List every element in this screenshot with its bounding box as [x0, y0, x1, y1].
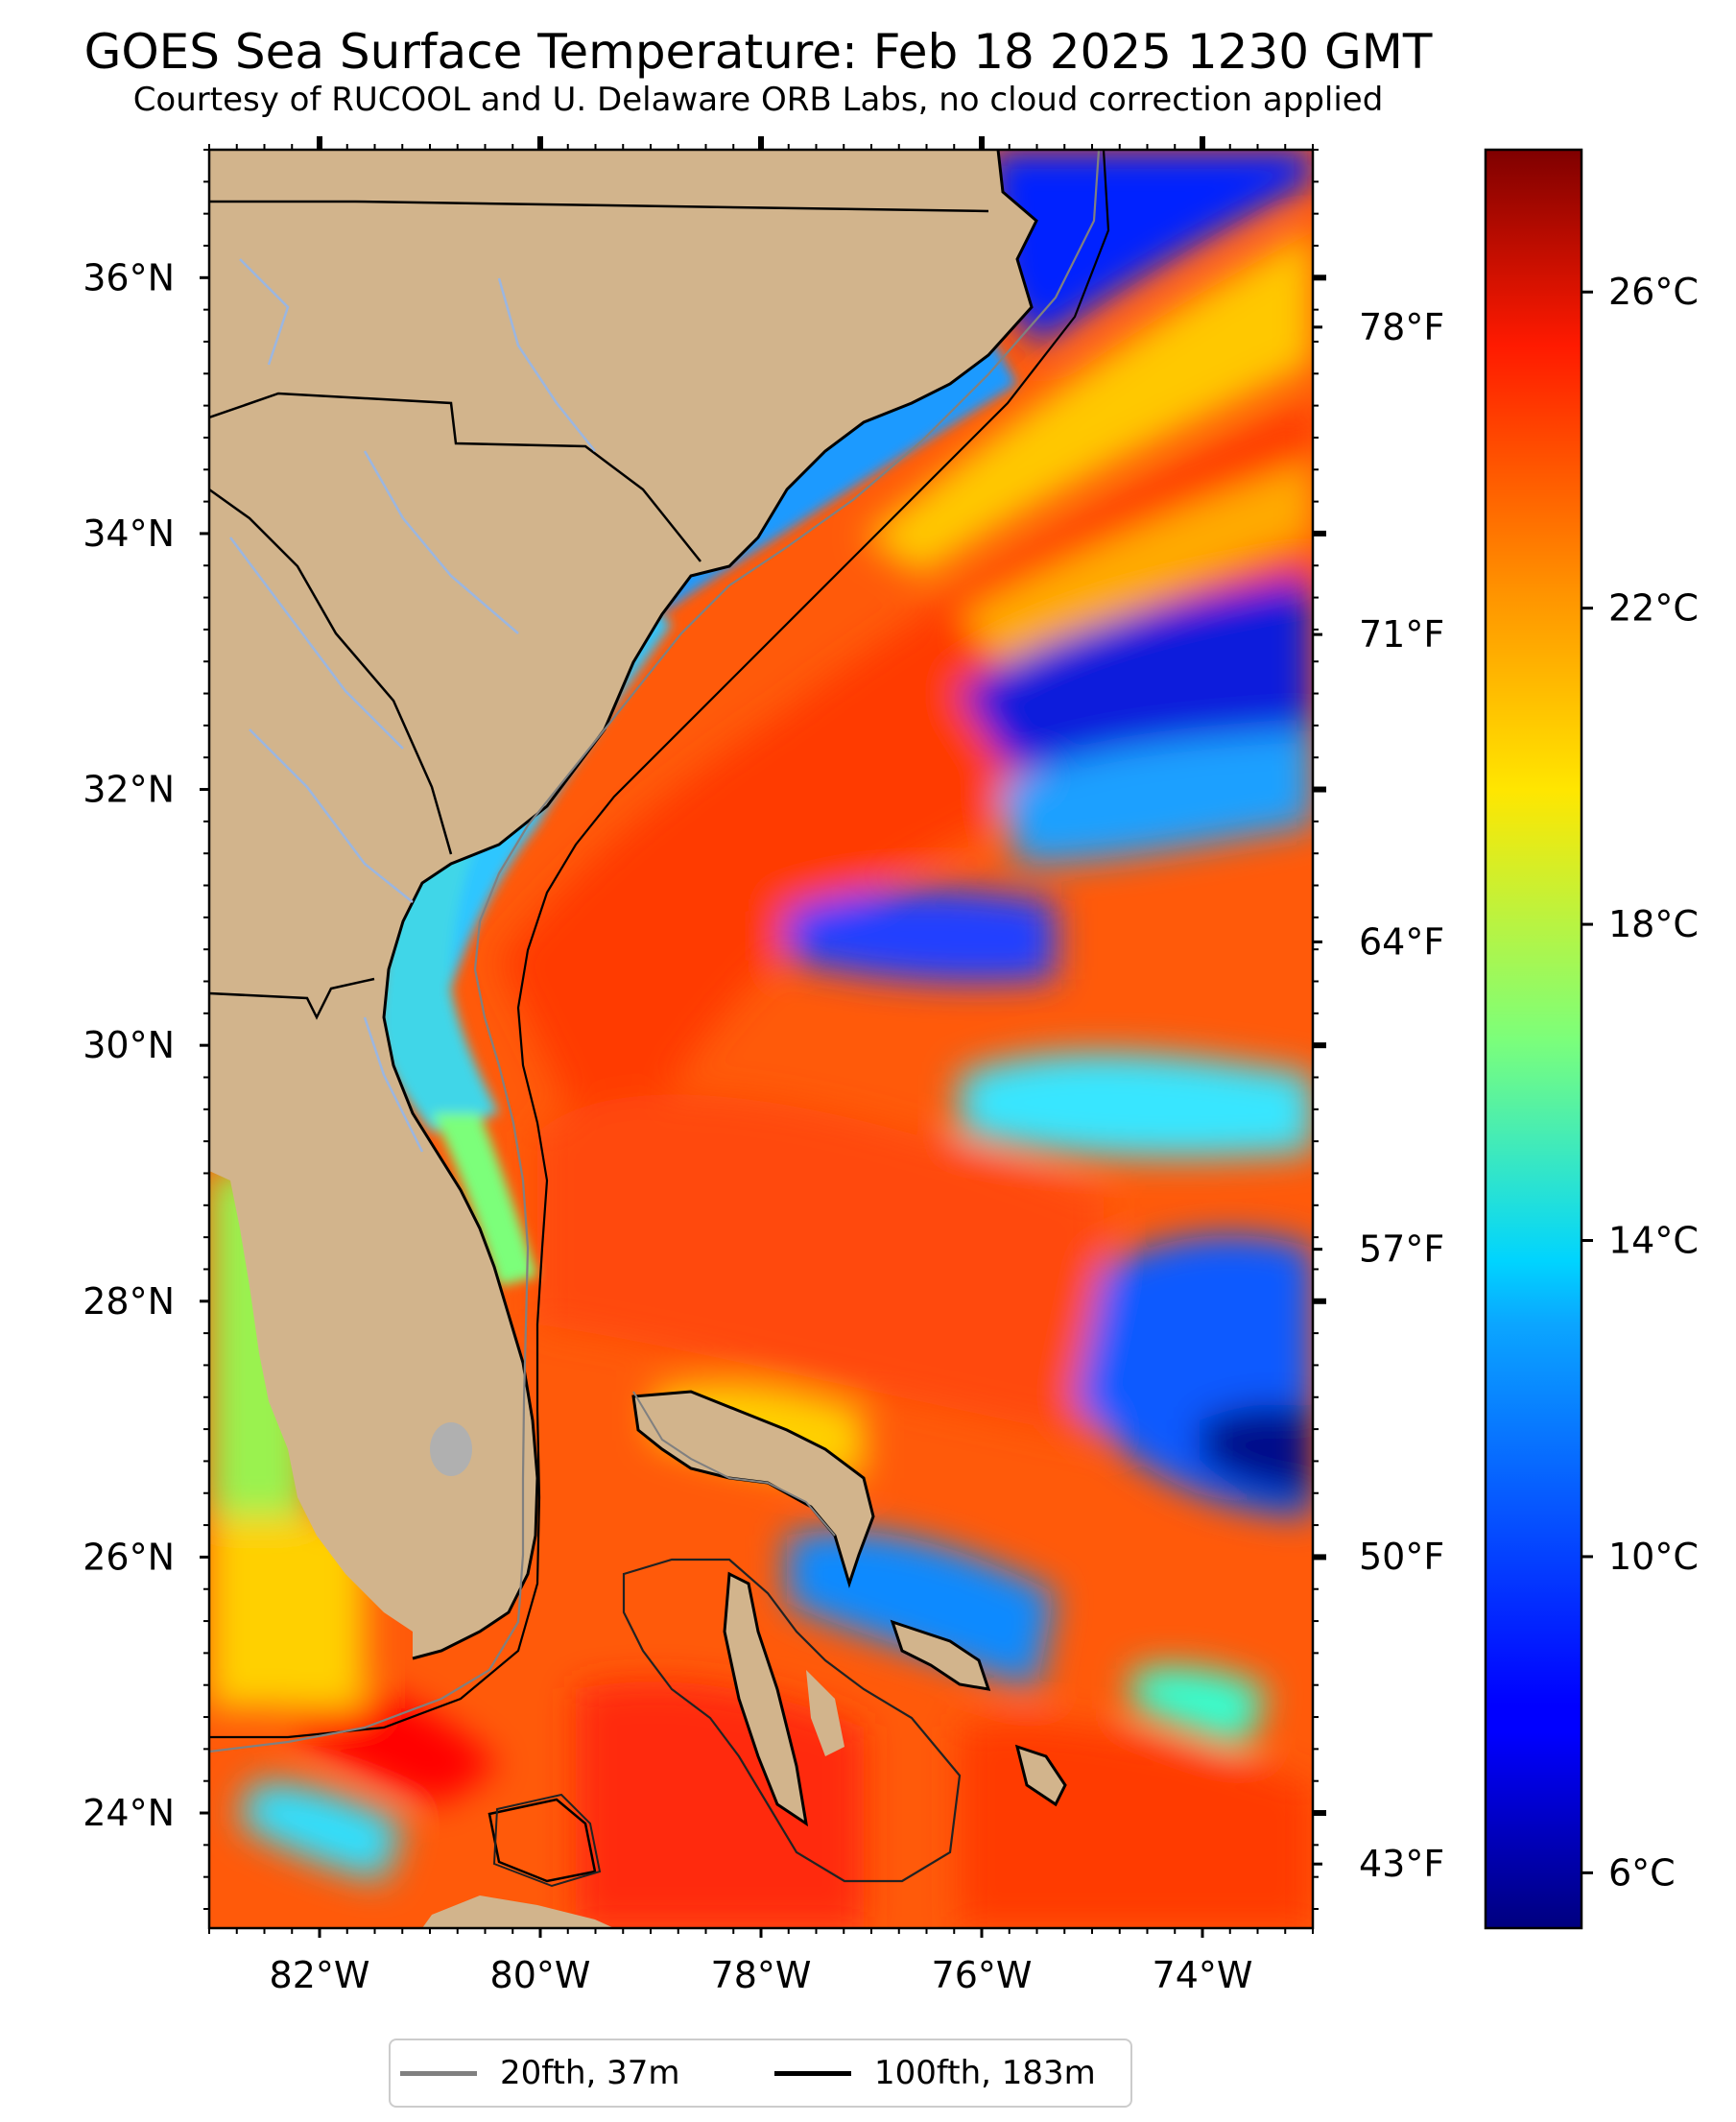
latitude-axis: 36°N 34°N 32°N 30°N 28°N 26°N 24°N — [83, 149, 1326, 1911]
legend-item-20fth: 20fth, 37m — [400, 2040, 680, 2106]
lat-tick-label: 26°N — [83, 1536, 175, 1578]
contour-legend: 20fth, 37m 100fth, 183m — [389, 2039, 1132, 2108]
fahrenheit-tick-label: 71°F — [1359, 613, 1444, 656]
colorbar-tick-label: 10°C — [1608, 1536, 1699, 1578]
fahrenheit-axis: 78°F 71°F 64°F 57°F 50°F 43°F — [1313, 306, 1444, 1885]
lat-tick-label: 30°N — [83, 1024, 175, 1066]
colorbar-axis: 26°C 22°C 18°C 14°C 10°C 6°C — [1581, 271, 1699, 1894]
legend-swatch-20fth — [400, 2070, 477, 2076]
legend-label-100fth: 100fth, 183m — [874, 2054, 1096, 2092]
chart-title: GOES Sea Surface Temperature: Feb 18 202… — [83, 24, 1433, 80]
fahrenheit-tick-label: 50°F — [1359, 1536, 1444, 1578]
legend-label-20fth: 20fth, 37m — [500, 2054, 680, 2092]
coastline-and-borders — [209, 150, 1067, 1883]
lon-tick-label: 82°W — [270, 1954, 370, 1996]
lon-tick-label: 74°W — [1153, 1954, 1253, 1996]
lat-tick-label: 36°N — [83, 256, 175, 298]
legend-swatch-100fth — [774, 2070, 851, 2076]
bathymetry-contours — [209, 150, 1110, 1888]
fahrenheit-tick-label: 43°F — [1359, 1843, 1444, 1885]
lat-tick-label: 32°N — [83, 769, 175, 811]
fahrenheit-tick-label: 78°F — [1359, 306, 1444, 348]
legend-item-100fth: 100fth, 183m — [774, 2040, 1096, 2106]
land — [209, 150, 1065, 1928]
longitude-axis: 82°W 80°W 78°W 76°W 74°W — [208, 136, 1314, 1996]
fahrenheit-tick-label: 57°F — [1359, 1228, 1444, 1271]
chart-subtitle: Courtesy of RUCOOL and U. Delaware ORB L… — [132, 81, 1384, 119]
colorbar-tick-label: 26°C — [1608, 271, 1699, 313]
lat-tick-label: 28°N — [83, 1280, 175, 1323]
colorbar-tick-label: 6°C — [1608, 1851, 1676, 1894]
lon-tick-label: 76°W — [932, 1954, 1033, 1996]
lon-tick-label: 80°W — [490, 1954, 591, 1996]
lon-tick-label: 78°W — [711, 1954, 812, 1996]
colorbar — [1484, 148, 1583, 1930]
lat-tick-label: 34°N — [83, 513, 175, 555]
lat-tick-label: 24°N — [83, 1792, 175, 1834]
fahrenheit-tick-label: 64°F — [1359, 920, 1444, 963]
colorbar-tick-label: 22°C — [1608, 587, 1699, 630]
contour-100fth — [209, 150, 1110, 1739]
contour-20fth — [209, 150, 1101, 1753]
colorbar-tick-label: 18°C — [1608, 903, 1699, 945]
colorbar-tick-label: 14°C — [1608, 1220, 1699, 1262]
